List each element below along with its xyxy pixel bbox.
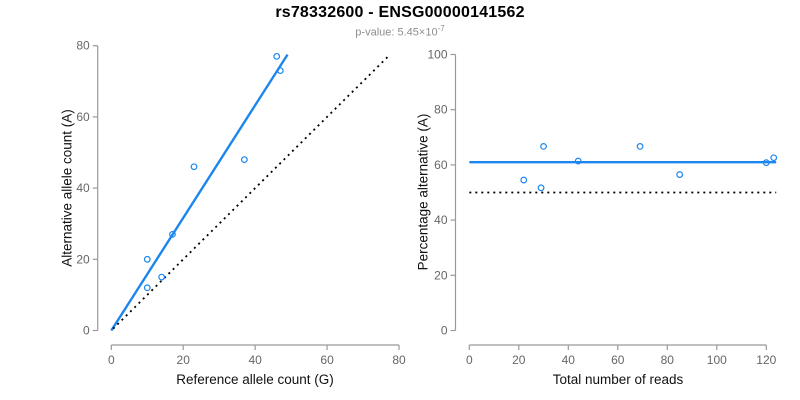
x-tick-label: 40 — [562, 353, 576, 367]
data-point — [676, 171, 684, 178]
data-point — [190, 163, 198, 171]
y-tick-label: 60 — [76, 110, 90, 124]
data-point — [636, 143, 644, 150]
right-yaxis-label: Percentage alternative (A) — [415, 113, 431, 271]
y-tick-label: 0 — [83, 324, 90, 338]
p-value-subtitle: p-value: 5.45×10-7 — [0, 24, 800, 39]
regression-line — [110, 53, 289, 332]
x-tick-label: 60 — [611, 353, 625, 367]
data-point — [770, 154, 778, 162]
data-point — [273, 52, 281, 60]
data-point — [143, 284, 151, 292]
y-tick-label: 40 — [434, 213, 448, 227]
y-tick-label: 80 — [434, 103, 448, 117]
data-point — [540, 143, 547, 150]
data-point — [762, 159, 770, 167]
right-xaxis-label: Total number of reads — [552, 372, 684, 387]
y-tick-label: 80 — [76, 39, 90, 53]
x-tick-label: 80 — [392, 353, 406, 367]
x-tick-label: 0 — [466, 353, 473, 367]
figure-title: rs78332600 - ENSG00000141562 — [275, 4, 525, 21]
data-point — [169, 230, 176, 238]
x-tick-label: 80 — [661, 353, 675, 367]
p-value-exponent: -7 — [437, 24, 445, 33]
x-tick-label: 20 — [177, 353, 191, 367]
data-point — [537, 184, 545, 192]
identity-line — [112, 55, 389, 330]
x-tick-label: 60 — [320, 353, 334, 367]
data-point — [158, 273, 166, 281]
p-value-base: p-value: 5.45×10 — [355, 26, 438, 39]
left-yaxis-label: Alternative allele count (A) — [59, 109, 75, 267]
data-point — [143, 255, 151, 263]
x-tick-label: 20 — [512, 353, 526, 367]
x-tick-label: 40 — [248, 353, 262, 367]
y-tick-label: 40 — [76, 181, 90, 195]
data-point — [240, 156, 248, 164]
x-tick-label: 0 — [108, 353, 115, 367]
data-point — [574, 157, 582, 165]
y-tick-label: 0 — [441, 324, 448, 338]
left-xaxis-label: Reference allele count (G) — [176, 372, 334, 387]
y-tick-label: 60 — [434, 158, 448, 172]
data-point — [520, 176, 528, 184]
x-tick-label: 100 — [707, 353, 727, 367]
y-tick-label: 20 — [434, 268, 448, 282]
y-tick-label: 100 — [427, 48, 447, 62]
y-tick-label: 20 — [76, 252, 90, 266]
data-point — [276, 67, 284, 75]
x-tick-label: 120 — [756, 353, 776, 367]
